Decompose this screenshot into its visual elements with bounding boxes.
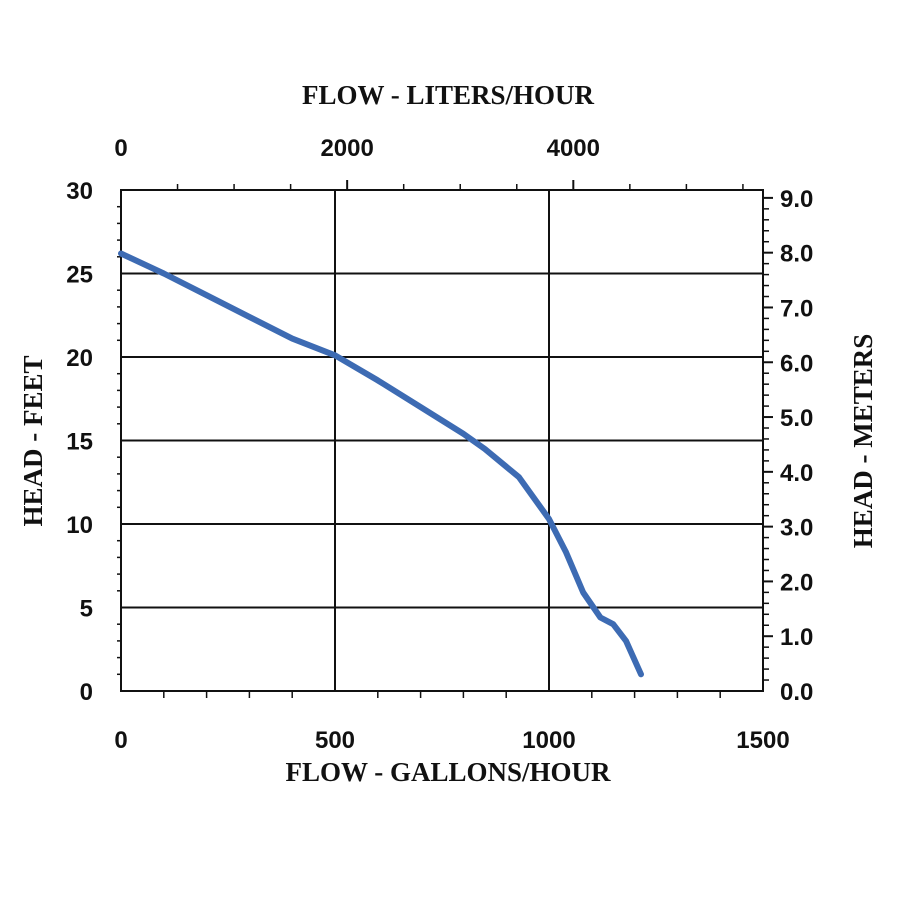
pump-curve-point [638, 671, 644, 677]
top-x-axis-title: FLOW - LITERS/HOUR [302, 80, 595, 110]
y-tick-label: 15 [66, 429, 93, 456]
pump-curve-point [246, 314, 252, 320]
pump-curve-point [204, 292, 210, 298]
y-tick-label: 30 [66, 178, 93, 205]
pump-curve-point [610, 621, 616, 627]
pump-curve-point [332, 352, 338, 358]
pump-curve-point [623, 638, 629, 644]
y-tick-label: 0 [80, 679, 93, 706]
right-y-tick-label: 3.0 [780, 515, 813, 542]
right-y-tick-label: 8.0 [780, 241, 813, 268]
x-tick-label: 1000 [522, 727, 575, 754]
axis-ticks [117, 180, 773, 698]
pump-curve-point [118, 250, 124, 256]
y-tick-label: 10 [66, 512, 93, 539]
right-y-axis-title: HEAD - METERS [848, 334, 878, 549]
x-tick-label: 1500 [736, 727, 789, 754]
pump-curve-point [516, 474, 522, 480]
pump-curve-point [460, 431, 466, 437]
right-y-tick-label: 6.0 [780, 350, 813, 377]
pump-curve-line [118, 250, 644, 678]
right-y-tick-label: 5.0 [780, 405, 813, 432]
pump-curve-point [418, 404, 424, 410]
pump-curve-point [289, 336, 295, 342]
pump-curve-point [375, 377, 381, 383]
pump-curve-point [563, 549, 569, 555]
right-y-tick-label: 0.0 [780, 679, 813, 706]
top-x-tick-label: 2000 [320, 135, 373, 162]
gridlines [121, 190, 763, 691]
right-y-tick-label: 9.0 [780, 186, 813, 213]
x-tick-label: 0 [114, 727, 127, 754]
plot-area-frame [120, 189, 764, 692]
right-y-tick-label: 2.0 [780, 569, 813, 596]
tick-labels: 0 5 10 15 20 25 30 0 500 1000 1500 0 2000 4000 0.0 1.0 2… [66, 135, 813, 754]
pump-curve-point [482, 446, 488, 452]
right-y-tick-label: 4.0 [780, 460, 813, 487]
pump-curve-point [580, 589, 586, 595]
top-x-tick-label: 4000 [547, 135, 600, 162]
pump-curve-point [161, 271, 167, 276]
y-tick-label: 25 [66, 262, 93, 289]
top-x-tick-label: 0 [114, 135, 127, 162]
series-layer [118, 250, 644, 678]
x-axis-title: FLOW - GALLONS/HOUR [285, 757, 611, 787]
y-tick-label: 20 [66, 345, 93, 372]
y-tick-label: 5 [80, 596, 93, 623]
y-axis-title: HEAD - FEET [18, 355, 48, 526]
pump-curve-point [546, 516, 552, 522]
x-tick-label: 500 [315, 727, 355, 754]
right-y-tick-label: 7.0 [780, 295, 813, 322]
pump-curve-point [597, 615, 603, 621]
right-y-tick-label: 1.0 [780, 624, 813, 651]
